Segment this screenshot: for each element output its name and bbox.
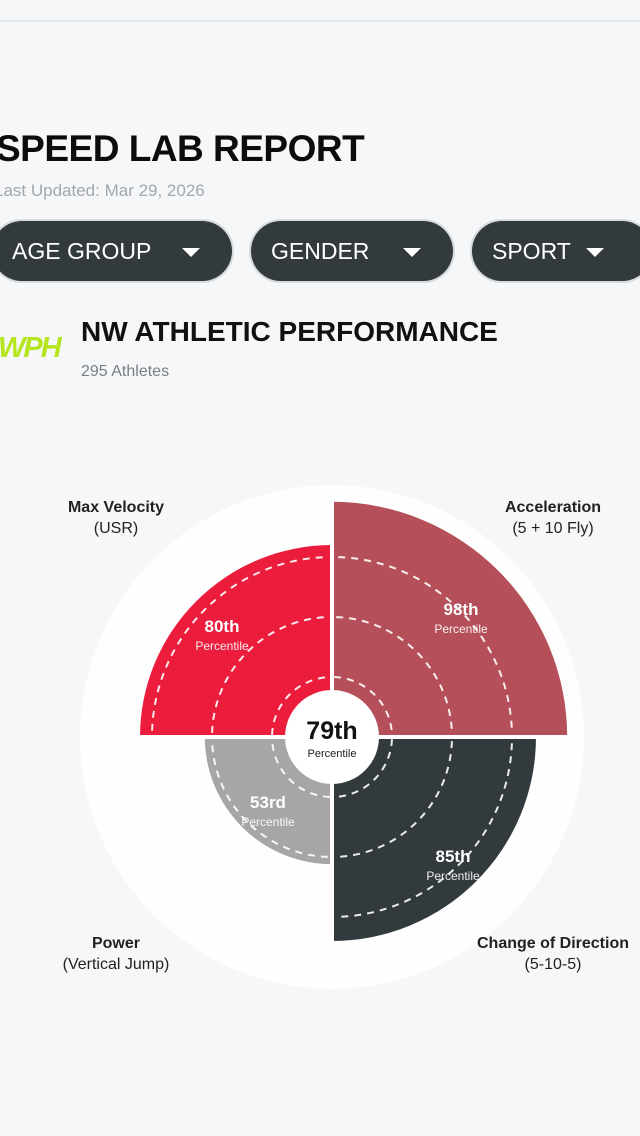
last-updated-text: Last Updated: Mar 29, 2026 — [0, 181, 205, 200]
athlete-count: 295 Athletes — [81, 363, 170, 380]
acceleration-subtitle: (5 + 10 Fly) — [512, 520, 594, 537]
gender-label: GENDER — [271, 237, 370, 264]
acceleration-title: Acceleration — [504, 499, 602, 516]
max-velocity-title: Max Velocity — [67, 499, 165, 516]
max-velocity-grid-ring — [271, 676, 330, 735]
change-of-direction-segment — [332, 737, 536, 941]
power-title: Power — [91, 935, 140, 952]
filter-bar: AGE GROUP GENDER SPORT — [0, 220, 640, 284]
sport-dropdown[interactable]: SPORT — [472, 221, 640, 281]
chart-background-disc — [80, 485, 584, 989]
chevron-down-icon — [182, 248, 200, 257]
acceleration-grid-ring — [334, 676, 393, 735]
power-caption: Percentile — [241, 815, 295, 829]
power-grid-ring — [271, 739, 330, 798]
chevron-down-icon — [586, 248, 604, 257]
power-grid-ring — [211, 741, 328, 858]
acceleration-caption: Percentile — [434, 622, 488, 636]
max-velocity-segment — [140, 545, 332, 737]
acceleration-grid-ring — [338, 556, 513, 731]
change-of-direction-caption: Percentile — [426, 869, 480, 883]
sport-label: SPORT — [492, 237, 571, 264]
organization-name: NW ATHLETIC PERFORMANCE — [81, 316, 498, 347]
svg-text:WPH: WPH — [0, 332, 62, 364]
power-segment — [204, 737, 332, 865]
organization-logo: WPH — [0, 326, 62, 366]
change-of-direction-title: Change of Direction — [476, 935, 629, 952]
change-of-direction-value: 85th — [436, 847, 471, 866]
overall-percentile-value: 79th — [306, 717, 357, 745]
max-velocity-label: Max Velocity (USR) — [46, 497, 186, 539]
change-of-direction-subtitle: (5-10-5) — [524, 956, 582, 973]
acceleration-value: 98th — [444, 600, 479, 619]
change-of-direction-label: Change of Direction (5-10-5) — [468, 933, 638, 975]
power-label: Power (Vertical Jump) — [46, 933, 186, 975]
age-group-dropdown[interactable]: AGE GROUP — [0, 221, 232, 281]
power-value: 53rd — [250, 793, 286, 812]
page-title: SPEED LAB REPORT — [0, 128, 365, 169]
change-of-direction-grid-ring — [336, 741, 453, 858]
change-of-direction-grid-ring — [334, 739, 393, 798]
age-group-label: AGE GROUP — [12, 237, 152, 264]
chevron-down-icon — [403, 248, 421, 257]
center-badge — [285, 690, 379, 784]
change-of-direction-grid-ring — [338, 743, 513, 918]
top-divider — [0, 20, 640, 22]
max-velocity-subtitle: (USR) — [93, 520, 139, 537]
overall-percentile-caption: Percentile — [308, 748, 357, 760]
acceleration-label: Acceleration (5 + 10 Fly) — [478, 497, 628, 539]
max-velocity-grid-ring — [151, 556, 326, 731]
gender-dropdown[interactable]: GENDER — [251, 221, 453, 281]
power-subtitle: (Vertical Jump) — [62, 956, 170, 973]
max-velocity-caption: Percentile — [195, 639, 249, 653]
max-velocity-grid-ring — [211, 616, 328, 733]
acceleration-grid-ring — [336, 616, 453, 733]
max-velocity-value: 80th — [205, 617, 240, 636]
